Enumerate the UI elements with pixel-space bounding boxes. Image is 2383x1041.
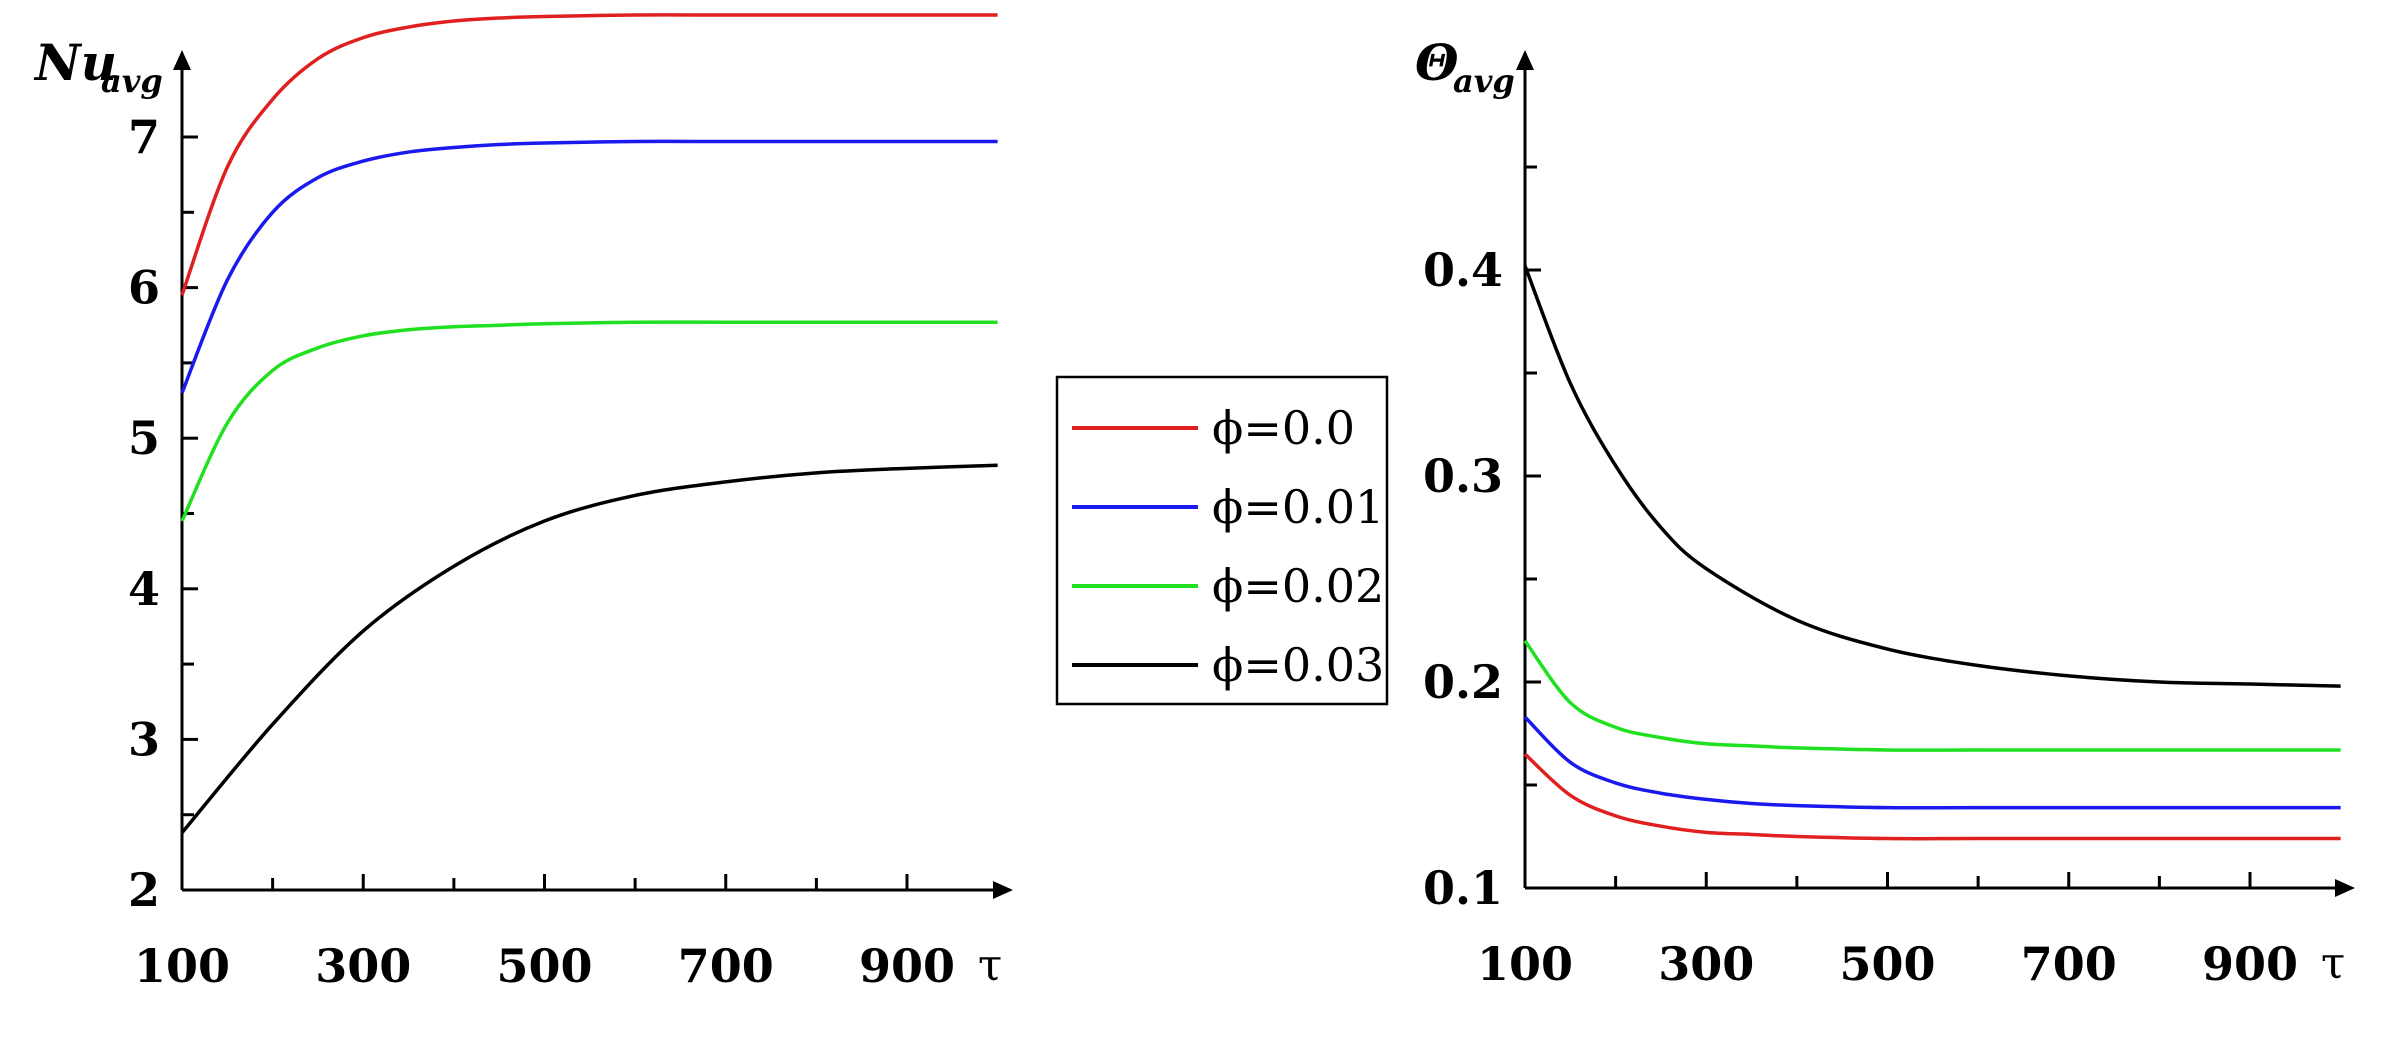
x-tick-label: 900 [859,939,955,993]
x-tick-label: 500 [1839,937,1935,991]
series-line [180,320,998,522]
x-tick-label: 100 [134,939,230,993]
series-line [180,463,998,834]
y-axis-label: Nu [33,33,117,92]
series-line [1523,639,2341,752]
y-axis-label-subscript: avg [1453,62,1515,100]
y-tick-label: 3 [128,712,160,766]
x-tick-label: 100 [1477,937,1573,991]
legend-label: ϕ=0.02 [1212,559,1384,613]
y-tick-label: 5 [128,411,160,465]
x-axis-label: τ [2321,938,2345,989]
x-tick-label: 700 [678,939,774,993]
y-tick-label: 6 [128,261,160,315]
x-axis-label: τ [978,940,1002,991]
y-tick-label: 0.4 [1423,243,1503,297]
y-tick-label: 4 [128,562,160,616]
series-line [180,13,998,296]
legend-label: ϕ=0.0 [1212,401,1355,455]
x-tick-label: 300 [315,939,411,993]
y-tick-label: 0.2 [1423,655,1503,709]
y-axis-arrow [173,50,191,70]
legend-label: ϕ=0.03 [1212,638,1384,692]
legend: ϕ=0.0 ϕ=0.01 ϕ=0.02 ϕ=0.03 [1055,375,1389,706]
y-axis-label: Θ [1415,33,1459,92]
x-tick-label: 700 [2021,937,2117,991]
series-line [1523,265,2341,688]
y-tick-label: 0.3 [1423,449,1503,503]
x-axis-arrow [2335,879,2355,897]
series-line [1523,752,2341,841]
legend-box [1055,375,1389,706]
series-line [180,139,998,394]
x-tick-label: 900 [2202,937,2298,991]
y-axis-label-subscript: avg [101,62,163,100]
legend-label: ϕ=0.01 [1212,480,1384,534]
x-tick-label: 300 [1658,937,1754,991]
y-tick-label: 0.1 [1423,861,1503,915]
y-tick-label: 2 [128,863,160,917]
y-axis-arrow [1516,50,1534,70]
y-tick-label: 7 [128,110,160,164]
series-line [1523,715,2341,810]
x-tick-label: 500 [496,939,592,993]
x-axis-arrow [993,881,1013,899]
